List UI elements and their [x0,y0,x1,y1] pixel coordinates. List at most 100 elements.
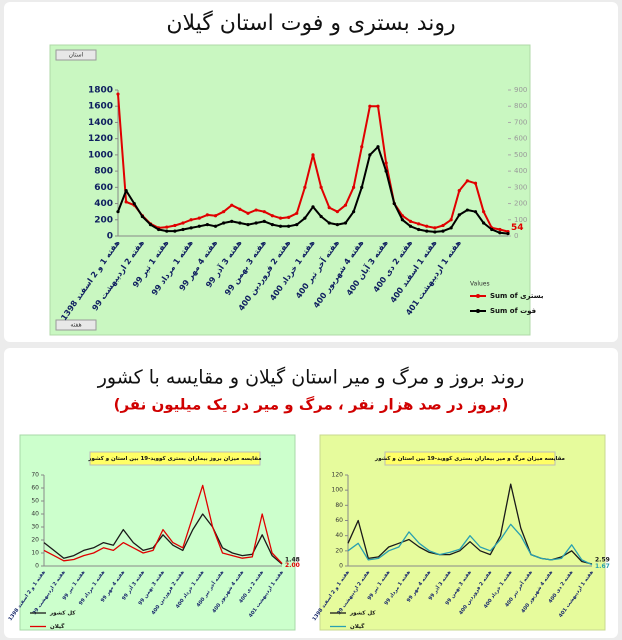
point [230,219,234,223]
y-tick-label: 400 [94,199,113,209]
point [327,206,331,210]
chart-title: مقایسه میزان مرگ و میر بیماران بستری کوو… [374,454,565,462]
point [140,214,144,219]
value-label: 1.48 [285,557,300,564]
y2-tick-label: 800 [514,102,527,110]
value-label: 54 [511,223,524,233]
point [360,145,364,149]
y-tick-label: 30 [31,524,39,531]
value-label: 2.59 [595,557,610,564]
y-tick-label: 1800 [88,86,113,96]
series-line [43,484,283,564]
filter-button[interactable] [55,49,97,61]
point [278,216,283,220]
point [498,227,502,232]
point [482,210,486,214]
point [449,226,453,230]
y-tick-label: 40 [31,511,39,518]
point [189,218,193,222]
point [441,223,445,228]
point [376,145,380,149]
y-tick-label: 70 [31,472,39,479]
y-tick-label: 120 [332,472,344,479]
point [425,229,429,233]
point [327,221,331,225]
y2-tick-label: 200 [514,200,527,208]
point [408,219,413,223]
y-tick-label: 20 [335,547,343,554]
point [457,213,461,217]
point [335,210,339,214]
point [287,215,291,219]
chart-title-box [384,451,556,466]
point [473,210,478,214]
point [352,210,356,214]
point [368,153,372,157]
point [165,225,169,229]
y-tick-label: 60 [335,517,343,524]
point [262,210,266,214]
point [295,211,299,215]
point [173,223,177,228]
point [270,223,274,227]
point [384,161,388,165]
point [205,213,209,217]
y-tick-label: 800 [94,167,113,177]
section-title: روند بروز و مرگ و میر استان گیلان و مقای… [97,366,525,389]
page-title: روند بستری و فوت استان گیلان [166,10,455,36]
point [449,218,453,222]
point [343,221,348,225]
point [197,216,201,220]
field-button[interactable] [55,319,97,331]
point [441,229,445,233]
y-tick-label: 0 [35,563,39,570]
point [311,205,315,209]
y-tick-label: 1600 [88,102,113,112]
point [303,216,307,220]
y2-tick-label: 300 [514,183,527,191]
point [473,181,478,185]
point [433,226,437,230]
legend-label: کل کشور [349,610,376,617]
point [246,211,250,215]
y-tick-label: 60 [31,485,39,492]
point [506,231,510,236]
point [343,203,348,207]
point [287,224,291,228]
point [465,208,469,212]
point [222,210,226,214]
y-tick-label: 1200 [88,134,113,144]
point [246,223,250,227]
legend-label: Sum of بستری [490,292,544,300]
chart-panel [19,434,296,631]
point [295,223,299,227]
point [238,221,242,225]
y-tick-label: 200 [94,215,113,225]
y-tick-label: 0 [339,563,343,570]
y-tick-label: 100 [332,487,344,494]
point [498,231,502,235]
y2-tick-label: 400 [514,167,527,175]
point [222,221,226,225]
y-tick-label: 0 [107,232,113,242]
legend-label: گیلان [50,623,65,630]
point [116,210,120,214]
point [148,223,153,227]
point [254,208,258,212]
point [368,104,372,108]
value-label: 1.67 [595,563,610,570]
point [270,214,274,218]
legend-label: گیلان [350,623,365,630]
y-tick-label: 1400 [88,118,113,128]
point [278,224,283,228]
point [230,203,234,207]
series-line [43,513,283,565]
chart-title-box [89,451,261,466]
value-label: 2.00 [285,562,300,569]
y2-tick-label: 700 [514,118,527,126]
point [124,200,128,204]
y-tick-label: 10 [31,550,39,557]
point [417,227,421,232]
chart-panel [49,44,531,336]
